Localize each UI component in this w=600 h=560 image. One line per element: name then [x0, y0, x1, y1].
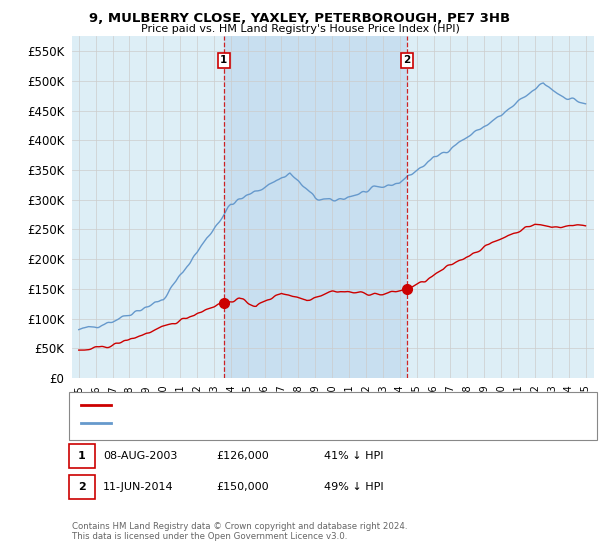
Bar [224, 36, 407, 378]
Text: £126,000: £126,000 [216, 451, 269, 461]
Text: 1: 1 [78, 451, 86, 461]
Text: 08-AUG-2003: 08-AUG-2003 [103, 451, 178, 461]
Text: Price paid vs. HM Land Registry's House Price Index (HPI): Price paid vs. HM Land Registry's House … [140, 24, 460, 34]
Text: 49% ↓ HPI: 49% ↓ HPI [324, 482, 383, 492]
Text: 2: 2 [403, 55, 410, 66]
Text: 11-JUN-2014: 11-JUN-2014 [103, 482, 174, 492]
Text: 9, MULBERRY CLOSE, YAXLEY, PETERBOROUGH, PE7 3HB: 9, MULBERRY CLOSE, YAXLEY, PETERBOROUGH,… [89, 12, 511, 25]
Text: Contains HM Land Registry data © Crown copyright and database right 2024.
This d: Contains HM Land Registry data © Crown c… [72, 522, 407, 542]
Text: 2: 2 [78, 482, 86, 492]
Text: 1: 1 [220, 55, 227, 66]
Text: 9, MULBERRY CLOSE, YAXLEY, PETERBOROUGH, PE7 3HB (detached house): 9, MULBERRY CLOSE, YAXLEY, PETERBOROUGH,… [117, 400, 491, 410]
Text: 41% ↓ HPI: 41% ↓ HPI [324, 451, 383, 461]
Text: HPI: Average price, detached house, Huntingdonshire: HPI: Average price, detached house, Hunt… [117, 418, 385, 428]
Text: £150,000: £150,000 [216, 482, 269, 492]
